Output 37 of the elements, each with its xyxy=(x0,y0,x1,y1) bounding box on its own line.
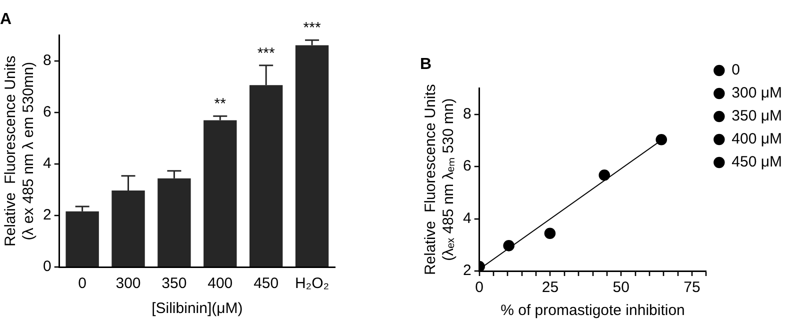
annotation: *** xyxy=(257,44,276,62)
x-tick-label: 25 xyxy=(542,279,559,296)
point xyxy=(503,240,514,252)
y-axis-title: Relative Fluorescence Units (λ ex 485 nm λ em 530mn) xyxy=(2,56,38,247)
y-tick-label: 0 xyxy=(43,258,52,276)
legend-label: 400 μM xyxy=(732,130,782,148)
y-tick-label: 8 xyxy=(43,52,52,70)
x-tick-label: 350 xyxy=(162,275,187,292)
legend-label: 300 μM xyxy=(732,84,782,102)
point xyxy=(544,228,556,240)
chart-title: B xyxy=(420,56,432,74)
annotation: *** xyxy=(303,20,321,37)
chart-title: A xyxy=(0,11,12,28)
x-tick-label: 450 xyxy=(254,275,279,292)
y-tick-label: 8 xyxy=(463,105,472,122)
legend-label: 350 μM xyxy=(732,108,782,125)
x-axis-title: [Silibinin](μM) xyxy=(152,300,243,318)
x-tick-label: 400 xyxy=(208,275,233,292)
point xyxy=(598,170,610,181)
y-tick-label: 4 xyxy=(463,210,472,227)
y-tick-label: 6 xyxy=(43,104,52,121)
x-tick-label: 0 xyxy=(475,279,484,296)
y-tick-label: 4 xyxy=(43,155,52,172)
x-tick-label: 75 xyxy=(684,279,700,296)
y-tick-label: 2 xyxy=(43,206,52,224)
x-tick-label: 50 xyxy=(612,279,630,296)
point xyxy=(656,134,668,146)
y-tick-label: 2 xyxy=(463,262,472,280)
annotation: ** xyxy=(214,96,226,113)
x-tick-label: 0 xyxy=(78,275,86,292)
x-axis-title: % of promastigote inhibition xyxy=(500,302,685,320)
y-axis-title: Relative Fluorescence Units (λₑₓ 485 nm λₑₘ 530 mn) xyxy=(422,84,458,276)
x-tick-label: H₂O₂ xyxy=(294,275,330,292)
legend-label: 0 xyxy=(732,62,740,79)
legend-label: 450 μM xyxy=(732,154,782,171)
x-tick-label: 300 xyxy=(116,275,141,292)
y-tick-label: 6 xyxy=(463,158,472,175)
